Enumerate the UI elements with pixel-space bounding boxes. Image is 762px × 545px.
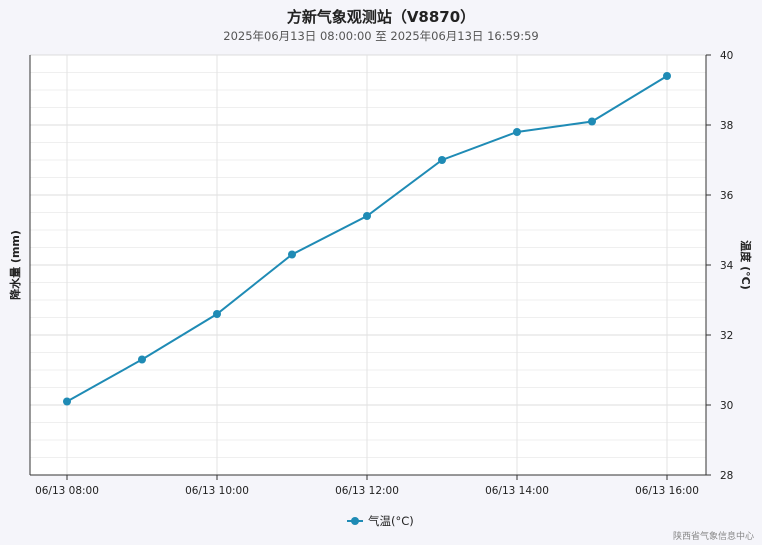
legend-dot-marker [351, 517, 359, 525]
x-tick-label: 06/13 14:00 [485, 485, 549, 497]
data-point [288, 250, 296, 259]
y-axis-label-left: 降水量 (mm) [8, 230, 22, 300]
x-tick-labels: 06/13 08:00 06/13 10:00 06/13 12:00 06/13 1… [35, 475, 699, 497]
data-point [588, 117, 596, 126]
series-temperature [63, 72, 671, 406]
legend[interactable]: 气温(°C) [347, 514, 414, 528]
data-point [363, 212, 371, 220]
data-point [513, 128, 521, 136]
x-tick-label: 06/13 16:00 [635, 485, 699, 497]
x-tick-label: 06/13 12:00 [335, 485, 399, 497]
data-point [138, 355, 146, 364]
legend-label: 气温(°C) [368, 514, 414, 528]
y-tick-label: 34 [720, 260, 734, 272]
y-axis-label-right: 温度 (°C) [739, 240, 753, 289]
y-tick-label: 36 [720, 190, 734, 202]
y-tick-label: 30 [720, 400, 733, 412]
x-tick-label: 06/13 08:00 [35, 485, 99, 497]
y-tick-label: 38 [720, 120, 733, 132]
chart-title: 方新气象观测站（V8870） [286, 8, 476, 26]
y-tick-label: 32 [720, 330, 733, 342]
data-point [438, 156, 446, 164]
data-point [213, 310, 221, 318]
data-point [63, 397, 71, 406]
x-tick-label: 06/13 10:00 [185, 485, 249, 497]
chart-subtitle: 2025年06月13日 08:00:00 至 2025年06月13日 16:59… [223, 29, 539, 43]
source-credit: 陕西省气象信息中心 [672, 532, 754, 542]
data-point [663, 72, 671, 80]
y-tick-labels: 28 30 32 34 36 38 40 [706, 50, 734, 482]
grid-lines [30, 54, 706, 476]
y-tick-label: 28 [720, 470, 733, 482]
y-tick-label: 40 [720, 50, 733, 62]
